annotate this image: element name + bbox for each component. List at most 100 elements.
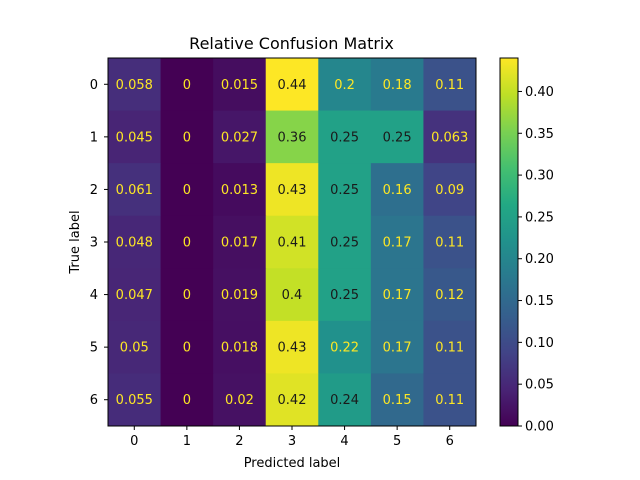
heatmap-cell (108, 163, 162, 217)
heatmap-cell (423, 58, 477, 112)
cell-value-label: 0.25 (330, 288, 359, 303)
y-axis-ticks: 0 1 2 3 4 5 6 (90, 78, 108, 408)
cell-value-label: 0.045 (116, 130, 153, 145)
heatmap-cell (213, 163, 267, 217)
cell-value-label: 0.013 (221, 183, 258, 198)
y-tick-label: 2 (90, 183, 98, 198)
cell-value-label: 0 (183, 78, 191, 93)
cell-value-label: 0.017 (221, 236, 258, 251)
cell-value-label: 0.027 (221, 130, 258, 145)
heatmap-cell (108, 268, 162, 322)
y-axis-label: True label (68, 210, 83, 274)
heatmap-cell (108, 58, 162, 112)
heatmap-cell (423, 320, 477, 374)
x-tick-label: 2 (235, 434, 243, 449)
cell-value-label: 0.42 (278, 393, 307, 408)
x-axis-ticks: 0 1 2 3 4 5 6 (130, 426, 454, 449)
y-tick-label: 3 (90, 236, 98, 251)
heatmap-cell (370, 58, 424, 112)
heatmap-cell (265, 373, 319, 427)
cell-value-label: 0.25 (330, 183, 359, 198)
cell-value-label: 0.24 (330, 393, 359, 408)
heatmap-cell (160, 58, 214, 112)
cell-value-label: 0 (183, 341, 191, 356)
y-tick-label: 6 (90, 393, 98, 408)
cell-value-label: 0.15 (383, 393, 412, 408)
cell-value-label: 0.43 (278, 183, 307, 198)
y-tick-label: 0 (90, 78, 98, 93)
heatmap-cell (160, 163, 214, 217)
cell-value-label: 0.02 (225, 393, 254, 408)
heatmap-cell (265, 110, 319, 164)
x-tick-label: 1 (183, 434, 191, 449)
heatmap-cell (108, 373, 162, 427)
colorbar-frame (499, 57, 519, 427)
heatmap-cell (265, 320, 319, 374)
cell-value-label: 0.061 (116, 183, 153, 198)
cell-value-label: 0.09 (435, 183, 464, 198)
heatmap-cell (423, 268, 477, 322)
cell-value-label: 0.063 (431, 130, 468, 145)
y-tick-label: 1 (90, 130, 98, 145)
cell-value-label: 0.18 (383, 78, 412, 93)
heatmap-cell (160, 373, 214, 427)
chart-title: Relative Confusion Matrix (189, 34, 394, 53)
heatmap-cell (108, 320, 162, 374)
cell-value-label: 0.2 (334, 78, 355, 93)
cell-value-label: 0.17 (383, 341, 412, 356)
cell-value-label: 0 (183, 183, 191, 198)
cell-value-label: 0.41 (278, 236, 307, 251)
colorbar-tick-label: 0.20 (525, 252, 554, 267)
heatmap-cell (213, 320, 267, 374)
heatmap-cell (423, 373, 477, 427)
heatmap-cell (265, 268, 319, 322)
heatmap-cell (160, 110, 214, 164)
heatmap-cell (370, 110, 424, 164)
colorbar-tick-label: 0.30 (525, 169, 554, 184)
heatmap-cell (423, 163, 477, 217)
cell-value-label: 0.11 (435, 341, 464, 356)
x-tick-label: 3 (288, 434, 296, 449)
heatmap-cell (213, 58, 267, 112)
colorbar-tick-label: 0.40 (525, 85, 554, 100)
heatmap-cell (265, 58, 319, 112)
colorbar-tick-label: 0.05 (525, 378, 554, 393)
cell-value-label: 0.12 (435, 288, 464, 303)
cell-value-label: 0.058 (116, 78, 153, 93)
heatmap-cell (213, 373, 267, 427)
x-tick-label: 5 (393, 434, 401, 449)
heatmap-cells: 0.058 0 0.015 0.44 0.2 0.18 0.11 0.045 0 0.027 0.3… (108, 58, 477, 427)
cell-value-label: 0.11 (435, 78, 464, 93)
cell-value-label: 0.015 (221, 78, 258, 93)
cell-value-label: 0.25 (330, 130, 359, 145)
colorbar-tick-label: 0.00 (525, 420, 554, 435)
heatmap-cell (318, 58, 372, 112)
heatmap-cell (213, 110, 267, 164)
colorbar-tick-label: 0.10 (525, 336, 554, 351)
heatmap-cell (318, 215, 372, 269)
heatmap-cell (108, 110, 162, 164)
heatmap-cell (318, 320, 372, 374)
cell-value-label: 0 (183, 393, 191, 408)
cell-value-label: 0 (183, 288, 191, 303)
colorbar-tick-label: 0.15 (525, 294, 554, 309)
x-tick-label: 0 (130, 434, 138, 449)
cell-value-label: 0.05 (120, 341, 149, 356)
heatmap-cell (160, 215, 214, 269)
colorbar-gradient (500, 58, 518, 426)
cell-value-label: 0 (183, 130, 191, 145)
heatmap-cell (318, 373, 372, 427)
cell-value-label: 0.11 (435, 393, 464, 408)
heatmap-cell (423, 215, 477, 269)
cell-value-label: 0.25 (383, 130, 412, 145)
colorbar-tick-label: 0.35 (525, 127, 554, 142)
cell-value-label: 0.018 (221, 341, 258, 356)
cell-value-label: 0.22 (330, 341, 359, 356)
cell-value-label: 0.43 (278, 341, 307, 356)
heatmap-cell (265, 215, 319, 269)
cell-value-label: 0.36 (278, 130, 307, 145)
heatmap-cell (265, 163, 319, 217)
heatmap-cell (318, 163, 372, 217)
heatmap-cell (370, 268, 424, 322)
